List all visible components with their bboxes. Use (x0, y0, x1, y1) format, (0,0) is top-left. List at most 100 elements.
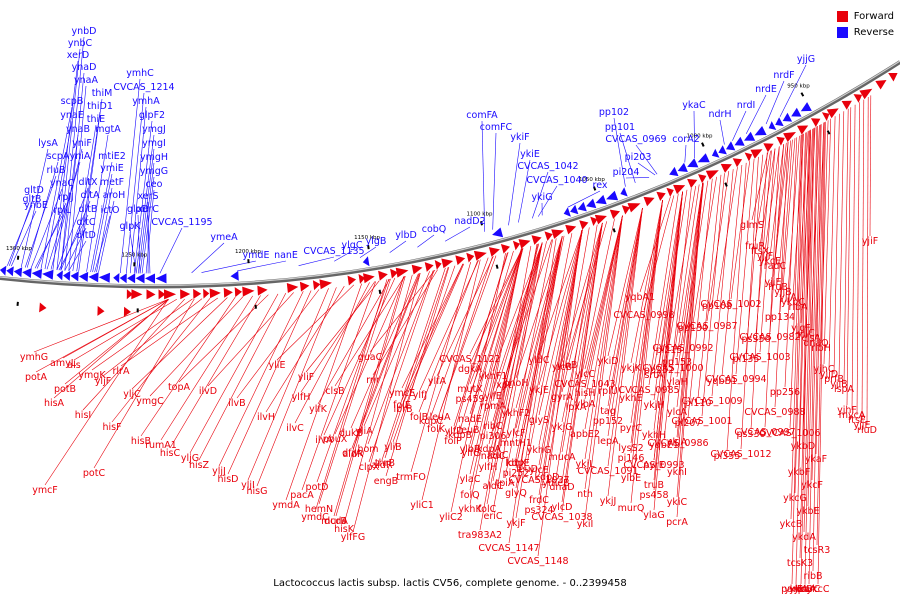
reverse-gene-arrow (63, 270, 71, 281)
forward-gene-label: ykjL (575, 459, 595, 470)
forward-gene-label: CVCAS_1148 (507, 556, 568, 567)
label-leader-line (479, 245, 532, 531)
forward-gene-label: CVCAS_0997 (734, 427, 795, 438)
forward-gene-label: pi207 (675, 418, 702, 429)
label-leader-line (363, 271, 430, 427)
label-leader-line (64, 299, 170, 385)
label-leader-line (392, 265, 456, 443)
forward-gene-label: ymeB (542, 478, 569, 489)
label-leader-line (653, 191, 683, 371)
reverse-gene-arrow (711, 148, 720, 158)
label-leader-line (635, 144, 658, 175)
forward-gene-label: ilvD (199, 386, 217, 397)
label-leader-line (350, 273, 419, 429)
reverse-gene-label: rex (593, 180, 608, 191)
reverse-gene-label: thiM (92, 88, 113, 99)
forward-gene-arrow (744, 152, 753, 162)
forward-gene-label: ykcA (794, 584, 817, 595)
label-leader-line (794, 132, 806, 494)
label-leader-line (147, 214, 151, 274)
label-leader-line (607, 207, 643, 387)
label-leader-line (486, 244, 538, 505)
label-leader-line (711, 169, 734, 397)
label-leader-line (418, 260, 478, 413)
genome-backbone (0, 60, 900, 289)
forward-gene-label: ykiC (667, 497, 688, 508)
label-leader-line (169, 295, 261, 449)
forward-gene-label: mucA (549, 452, 576, 463)
label-leader-line (515, 236, 563, 519)
label-leader-line (815, 122, 825, 339)
forward-gene-label: ps356 (741, 334, 770, 345)
forward-gene-label: ykjH (644, 400, 665, 411)
label-leader-line (497, 241, 547, 451)
tick-mark (495, 264, 499, 269)
forward-gene-label: yliC2 (439, 512, 463, 523)
label-leader-line (73, 299, 177, 361)
label-leader-line (538, 229, 583, 416)
genome-caption: Lactococcus lactis subsp. lactis CV56, c… (273, 578, 627, 589)
forward-gene-arrow (841, 100, 852, 110)
forward-gene-label: pp153 (662, 357, 692, 368)
reverse-gene-label: xerC (137, 204, 159, 215)
forward-gene-label: rumA1 (145, 440, 177, 451)
reverse-gene-label: ykiF (510, 132, 529, 143)
forward-gene-arrow (687, 178, 698, 189)
forward-gene-label: aldR (342, 449, 363, 460)
label-leader-line (561, 222, 603, 363)
forward-gene-arrow (518, 239, 531, 249)
label-leader-line (20, 148, 49, 268)
label-leader-line (653, 191, 683, 511)
forward-gene-label: ylcA (667, 407, 687, 418)
label-leader-line (492, 242, 543, 392)
reverse-gene-label: glpD (127, 204, 149, 215)
forward-gene-label: frdC (529, 495, 549, 506)
label-leader-line (317, 278, 390, 405)
reverse-gene-label: ykiG (531, 192, 552, 203)
reverse-gene-label: ynaE (60, 110, 83, 121)
forward-gene-label: ykhF1 (479, 371, 508, 382)
label-leader-line (561, 222, 603, 393)
forward-gene-label: yliC1 (410, 500, 434, 511)
label-leader-line (40, 106, 73, 269)
label-leader-line (384, 267, 449, 459)
reverse-gene-label: ymhA (132, 96, 160, 107)
label-leader-line (730, 161, 750, 300)
forward-gene-label: ykcC (807, 584, 830, 595)
reverse-gene-arrow (775, 117, 784, 127)
reverse-gene-arrow (31, 268, 43, 279)
label-leader-line (630, 199, 663, 504)
label-leader-line (546, 227, 590, 473)
forward-gene-label: hisD (218, 474, 239, 485)
forward-gene-label: ykhG (527, 445, 552, 456)
forward-gene-label: dcdA (324, 516, 348, 527)
label-leader-line (367, 270, 434, 445)
forward-gene-label: potD (306, 482, 329, 493)
forward-gene-label: ykhF2 (502, 408, 531, 419)
forward-gene-label: ylfH (479, 462, 498, 473)
label-leader-line (538, 229, 583, 476)
label-leader-line (58, 214, 89, 271)
forward-gene-label: hisB (131, 436, 151, 447)
label-leader-line (469, 248, 523, 445)
reverse-gene-arrow (88, 272, 99, 283)
label-leader-line (369, 269, 436, 353)
forward-gene-label: nadE (458, 414, 482, 425)
forward-gene-label: yjjE (854, 420, 871, 431)
label-leader-line (90, 161, 113, 273)
forward-gene-arrow (875, 80, 887, 90)
forward-gene-label: ylfK (309, 404, 328, 415)
reverse-gene-label: glpF2 (139, 110, 165, 121)
reverse-gene-label: rplJ (58, 192, 73, 203)
forward-gene-label: folP (444, 436, 462, 447)
reverse-gene-label: dltB (79, 204, 98, 215)
label-leader-line (46, 161, 81, 270)
label-leader-line (790, 134, 803, 520)
forward-gene-label: ribB (803, 571, 822, 582)
label-leader-line (789, 134, 802, 429)
reverse-gene-label: lysA (38, 138, 58, 149)
label-leader-line (435, 256, 493, 425)
label-leader-line (693, 110, 695, 159)
reverse-gene-label: xerD (67, 50, 89, 61)
reverse-gene-arrow (595, 194, 607, 205)
